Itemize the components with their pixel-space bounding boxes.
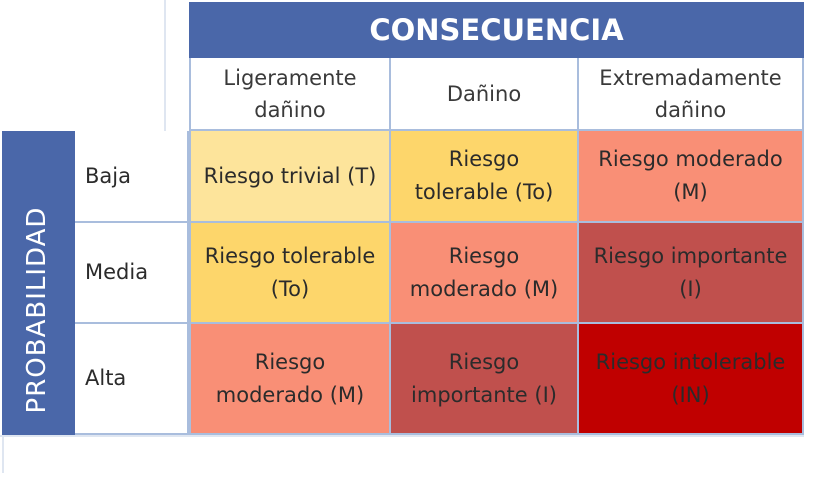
- column-header-line: Dañino: [446, 81, 522, 106]
- probability-title: PROBABILIDAD: [22, 206, 52, 414]
- column-header-harmful: Dañino: [391, 58, 579, 131]
- consequence-title: CONSECUENCIA: [369, 12, 624, 47]
- risk-cell-high-extreme: Riesgo intolerable (IN): [579, 324, 804, 435]
- row-label-medium: Media: [75, 223, 189, 324]
- grid-line: [164, 0, 166, 131]
- probability-band: [2, 131, 75, 435]
- risk-cell-high-harmful: Riesgo importante (I): [391, 324, 579, 435]
- row-label-high: Alta: [75, 324, 189, 435]
- grid-line: [2, 435, 4, 473]
- column-header-line: dañino: [254, 97, 326, 122]
- column-header-slightly-harmful: Ligeramente dañino: [189, 58, 391, 131]
- column-header-line: Ligeramente: [223, 65, 357, 90]
- column-header-line: Extremadamente: [599, 65, 782, 90]
- grid-line: [0, 435, 804, 437]
- risk-cell-medium-extreme: Riesgo importante (I): [579, 223, 804, 324]
- risk-cell-low-extreme: Riesgo moderado (M): [579, 131, 804, 223]
- risk-cell-medium-harmful: Riesgo moderado (M): [391, 223, 579, 324]
- column-header-extremely-harmful: Extremadamente dañino: [579, 58, 804, 131]
- risk-cell-medium-slight: Riesgo tolerable (To): [189, 223, 391, 324]
- row-label-low: Baja: [75, 131, 189, 223]
- risk-cell-low-harmful: Riesgo tolerable (To): [391, 131, 579, 223]
- risk-cell-low-slight: Riesgo trivial (T): [189, 131, 391, 223]
- consequence-header: CONSECUENCIA: [189, 2, 804, 58]
- risk-cell-high-slight: Riesgo moderado (M): [189, 324, 391, 435]
- column-header-line: dañino: [654, 97, 727, 122]
